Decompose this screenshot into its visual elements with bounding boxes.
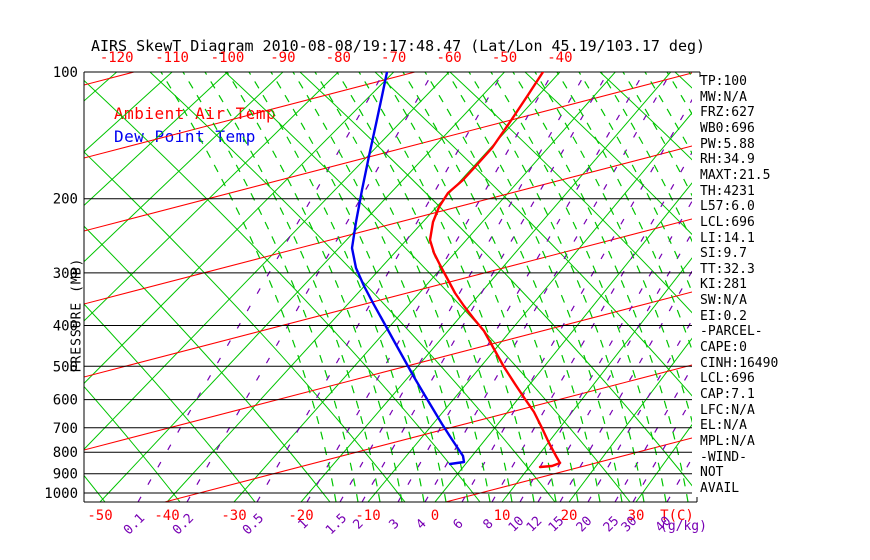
stat-row: CINH:16490 — [700, 355, 779, 371]
bottom-temp-tick-label: 0 — [431, 508, 439, 524]
stat-row: MPL:N/A — [700, 433, 755, 449]
stat-row: MW:N/A — [700, 89, 747, 105]
top-temp-tick-labels: -120 -110 -100 -90 -80 -70 -60 -50 -40 — [100, 50, 573, 66]
stat-row: LCL:696 — [700, 214, 755, 230]
stat-row: FRZ:627 — [700, 105, 755, 121]
top-temp-tick-label: -50 — [492, 50, 517, 66]
mixing-ratio-tick-label: 1.5 — [323, 511, 350, 538]
pressure-tick-label: 700 — [53, 421, 78, 437]
pressure-tick-label: 900 — [53, 467, 78, 483]
stat-row: LFC:N/A — [700, 402, 755, 418]
top-temp-tick-label: -90 — [270, 50, 295, 66]
dew-point-temp-curve — [350, 72, 466, 466]
bottom-temp-tick-label: -30 — [221, 508, 246, 524]
mixing-ratio-tick-label: 0.1 — [121, 511, 148, 538]
pressure-tick-label: 100 — [53, 65, 78, 81]
mixing-ratio-tick-label: 12 — [524, 514, 546, 536]
stat-row: PW:5.88 — [700, 136, 755, 152]
stat-row: -PARCEL- — [700, 324, 763, 340]
mixing-ratio-tick-label: 6 — [450, 516, 466, 532]
mixing-ratio-tick-label: 3 — [386, 516, 402, 532]
mixing-ratio-tick-label: 4 — [413, 516, 429, 532]
top-temp-tick-label: -40 — [547, 50, 572, 66]
red-isopleth-lines — [84, 72, 692, 502]
pressure-tick-label: 1000 — [44, 486, 78, 502]
pressure-tick-label: 300 — [53, 266, 78, 282]
top-temp-tick-label: -60 — [436, 50, 461, 66]
bottom-temp-tick-label: -20 — [288, 508, 313, 524]
bottom-temp-tick-labels: -50 -40 -30 -20 -10 0 10 20 30 T(C) — [87, 508, 694, 524]
chart-title: AIRS SkewT Diagram 2010-08-08/19:17:48.4… — [90, 37, 706, 55]
stat-row: MAXT:21.5 — [700, 167, 771, 183]
stat-row: CAP:7.1 — [700, 387, 755, 402]
stat-row: NOT — [700, 465, 724, 481]
top-temp-tick-label: -120 — [100, 50, 134, 66]
stat-row: -WIND- — [700, 449, 747, 465]
stat-row: TP:100 — [700, 74, 747, 89]
stat-row: AVAIL — [700, 480, 740, 496]
temp-axis-unit-label: T(C) — [660, 508, 694, 524]
pressure-grid-lines — [83, 71, 701, 503]
ambient-air-temp-curve — [428, 72, 562, 469]
stat-row: SI:9.7 — [700, 246, 747, 262]
stat-row: EL:N/A — [700, 418, 747, 434]
mixing-ratio-lines — [137, 72, 692, 502]
bottom-temp-tick-label: 10 — [494, 508, 511, 524]
stat-row: EI:0.2 — [700, 308, 747, 324]
bottom-temp-tick-label: 20 — [561, 508, 578, 524]
sounding-curves — [350, 72, 562, 469]
pressure-tick-label: 400 — [53, 318, 78, 334]
stat-row: LI:14.1 — [700, 230, 755, 246]
stat-row: KI:281 — [700, 277, 747, 293]
stat-row: RH:34.9 — [700, 152, 755, 168]
top-temp-tick-label: -80 — [326, 50, 351, 66]
stat-row: TH:4231 — [700, 183, 755, 199]
bottom-temp-tick-label: -40 — [154, 508, 179, 524]
pressure-tick-label: 800 — [53, 445, 78, 461]
stat-row: L57:6.0 — [700, 199, 755, 215]
top-temp-tick-label: -70 — [381, 50, 406, 66]
pressure-tick-labels: 100 200 300 400 500 600 700 800 900 1000 — [44, 65, 78, 502]
pressure-tick-label: 600 — [53, 393, 78, 409]
bottom-temp-tick-label: -50 — [87, 508, 112, 524]
top-temp-tick-label: -110 — [155, 50, 189, 66]
bottom-temp-tick-label: -10 — [355, 508, 380, 524]
bottom-temp-tick-label: 30 — [628, 508, 645, 524]
stat-row: CAPE:0 — [700, 340, 747, 356]
stat-row: SW:N/A — [700, 293, 747, 309]
top-temp-tick-label: -100 — [211, 50, 245, 66]
stat-row: WB0:696 — [700, 120, 755, 136]
mixing-ratio-unit-label: (g/kg) — [660, 519, 707, 534]
stat-row: LCL:696 — [700, 371, 755, 387]
stat-row: TT:32.3 — [700, 261, 755, 277]
pressure-tick-label: 500 — [53, 359, 78, 375]
pressure-tick-label: 200 — [53, 192, 78, 208]
